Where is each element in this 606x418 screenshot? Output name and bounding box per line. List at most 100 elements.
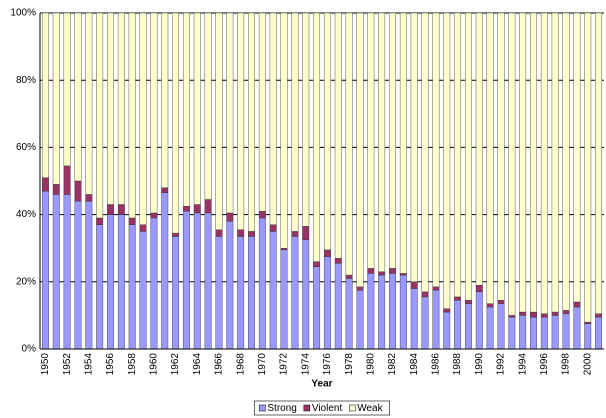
- bar-segment: [139, 231, 147, 350]
- bar-segment: [248, 231, 255, 237]
- bar-segment: [182, 12, 190, 207]
- bar-segment: [508, 315, 516, 318]
- bar-segment: [63, 165, 71, 195]
- bar-segment: [334, 258, 342, 264]
- bar-segment: [399, 274, 407, 350]
- bar-segment: [508, 12, 516, 316]
- bar-segment: [410, 288, 418, 350]
- bar-segment: [508, 316, 516, 350]
- bar-segment: [562, 313, 570, 350]
- legend-label: Strong: [267, 403, 296, 414]
- bar-segment: [258, 211, 266, 219]
- legend: Strong Violent Weak: [254, 400, 390, 416]
- x-tick-label: 1954: [83, 353, 94, 376]
- bar-segment: [128, 217, 136, 225]
- bar-segment: [41, 12, 49, 178]
- bar-segment: [96, 217, 104, 225]
- bar-segment: [107, 12, 114, 205]
- bar-segment: [117, 214, 125, 350]
- bar-segment: [367, 273, 375, 350]
- bar-segment: [334, 12, 342, 259]
- bar-segment: [193, 12, 201, 205]
- bar-segment: [421, 12, 429, 293]
- bar-segment: [497, 12, 505, 301]
- bar-segment: [74, 200, 82, 350]
- bar-segment: [432, 290, 440, 350]
- bar-segment: [41, 190, 49, 350]
- bar-segment: [323, 249, 331, 257]
- y-tick-label: 40%: [16, 209, 36, 220]
- bar-segment: [540, 313, 548, 318]
- bar-segment: [41, 177, 49, 192]
- bar-segment: [497, 303, 505, 350]
- bar-segment: [530, 12, 537, 313]
- bar-segment: [150, 212, 158, 219]
- x-tick-label: 1978: [344, 353, 355, 376]
- bar-segment: [63, 12, 71, 167]
- bar-segment: [356, 286, 364, 291]
- bar-segment: [161, 187, 169, 193]
- bar-segment: [52, 184, 60, 195]
- bar-segment: [215, 12, 223, 230]
- bar-segment: [226, 212, 234, 222]
- bar-segment: [172, 232, 180, 237]
- x-tick-label: 1966: [214, 353, 225, 376]
- bar-segment: [269, 12, 277, 225]
- bar-segment: [204, 12, 212, 200]
- bar-segment: [454, 296, 462, 301]
- bar-segment: [378, 274, 386, 350]
- bar-segment: [454, 300, 462, 350]
- bar-segment: [182, 211, 190, 350]
- bar-segment: [204, 212, 212, 350]
- bar-segment: [291, 12, 299, 232]
- bar-segment: [345, 274, 353, 279]
- x-tick-label: 1998: [561, 353, 572, 376]
- x-tick-label: 1976: [322, 353, 333, 376]
- bar-segment: [573, 301, 581, 308]
- bar-segment: [226, 221, 234, 350]
- x-tick-label: 1952: [62, 353, 73, 376]
- bar-segment: [399, 273, 407, 276]
- bar-segment: [291, 231, 299, 237]
- bar-segment: [389, 268, 396, 274]
- bar-segment: [107, 214, 114, 350]
- bar-segment: [573, 12, 581, 303]
- x-tick-label: 2000: [582, 353, 593, 376]
- bar-segment: [334, 263, 342, 350]
- bar-segment: [389, 12, 396, 269]
- x-tick-label: 1988: [452, 353, 463, 376]
- bar-segment: [540, 316, 548, 350]
- bar-segment: [269, 224, 277, 232]
- x-tick-label: 1950: [40, 353, 51, 376]
- legend-swatch: [348, 404, 356, 412]
- bar-segment: [204, 199, 212, 214]
- x-tick-label: 1986: [431, 353, 442, 376]
- bar-segment: [464, 303, 472, 350]
- bar-segment: [562, 12, 570, 311]
- bar-segment: [313, 12, 321, 262]
- bar-segment: [172, 12, 180, 234]
- bar-segment: [258, 217, 266, 350]
- x-tick-label: 1960: [149, 353, 160, 376]
- bar-segment: [378, 271, 386, 276]
- bar-segment: [540, 12, 548, 314]
- x-tick-label: 1962: [170, 353, 181, 376]
- bar-segment: [128, 224, 136, 350]
- bar-segment: [269, 231, 277, 350]
- bar-segment: [237, 236, 245, 350]
- bar-segment: [345, 12, 353, 276]
- bar-segment: [519, 311, 527, 316]
- bar-segment: [410, 281, 418, 289]
- bar-segment: [573, 306, 581, 350]
- x-axis-title: Year: [311, 379, 332, 390]
- bar-segment: [193, 212, 201, 350]
- y-tick-label: 100%: [10, 8, 36, 19]
- bar-segment: [85, 194, 93, 202]
- x-tick-label: 1956: [105, 353, 116, 376]
- x-tick-label: 1980: [365, 353, 376, 376]
- y-tick-label: 0%: [22, 344, 37, 355]
- bar-segment: [551, 12, 559, 313]
- bar-segment: [530, 311, 537, 318]
- x-tick-label: 1996: [539, 353, 550, 376]
